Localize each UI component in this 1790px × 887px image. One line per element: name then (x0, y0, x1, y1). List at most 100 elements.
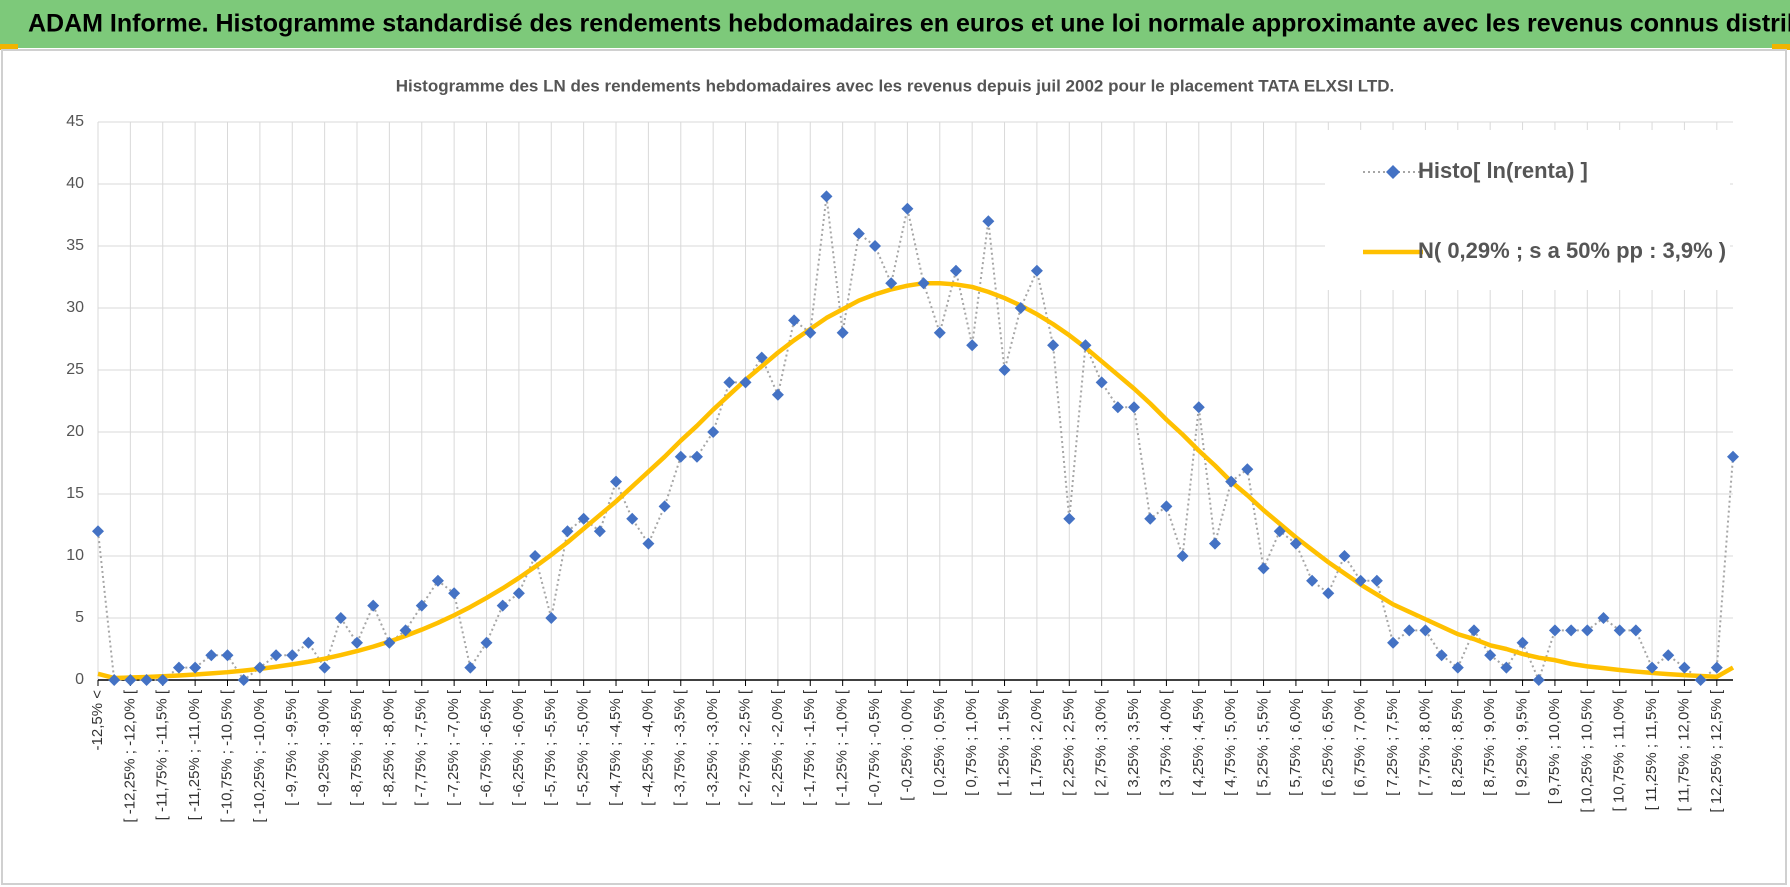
marker (1111, 401, 1124, 414)
x-tick-label: [ 2,75% ; 3,0% [ (1093, 689, 1110, 796)
x-tick-label: [ 0,25% ; 0,5% [ (931, 689, 948, 796)
marker (852, 227, 865, 240)
x-tick-label: [ -11,25% ; -11,0% [ (186, 689, 203, 820)
marker (966, 339, 979, 352)
y-tick-label: 25 (66, 361, 84, 378)
x-tick-label: [ 12,25% ; 12,5% [ (1708, 689, 1725, 812)
marker (464, 661, 477, 674)
marker (593, 525, 606, 538)
x-tick-label: [ 4,75% ; 5,0% [ (1222, 689, 1239, 796)
x-tick-label: [ 10,75% ; 11,0% [ (1611, 689, 1628, 811)
y-tick-label: 45 (66, 113, 84, 130)
marker (270, 649, 283, 662)
marker (885, 277, 898, 290)
x-tick-label: [ 0,75% ; 1,0% [ (963, 689, 980, 796)
marker (1678, 661, 1691, 674)
marker (949, 264, 962, 277)
x-tick-label: [ 1,25% ; 1,5% [ (996, 689, 1013, 796)
marker (334, 612, 347, 624)
marker (512, 587, 525, 600)
x-tick-label: [ -2,75% ; -2,5% [ (736, 689, 753, 806)
marker (1484, 649, 1497, 662)
x-tick-label: [ 5,75% ; 6,0% [ (1287, 689, 1304, 796)
y-tick-label: 0 (75, 671, 84, 688)
marker (286, 649, 299, 662)
marker (1063, 512, 1076, 525)
x-tick-label: [ -4,25% ; -4,0% [ (639, 689, 656, 806)
x-tick-label: [ 3,25% ; 3,5% [ (1125, 689, 1142, 796)
x-tick-label: [ 11,25% ; 11,5% [ (1643, 689, 1660, 810)
y-tick-label: 35 (66, 237, 84, 254)
marker (1387, 636, 1400, 649)
x-tick-label: [ 9,75% ; 10,0% [ (1546, 689, 1563, 804)
x-tick-label: [ -8,75% ; -8,5% [ (348, 689, 365, 806)
marker (610, 475, 623, 488)
marker (1662, 649, 1675, 662)
marker (674, 450, 687, 463)
chart-frame (1, 49, 1787, 885)
marker (1079, 339, 1092, 352)
legend-label: N( 0,29% ; s a 50% pp : 3,9% ) (1418, 238, 1726, 263)
marker (771, 388, 784, 401)
marker (1694, 674, 1707, 686)
marker (318, 661, 331, 674)
x-tick-label: [ -1,75% ; -1,5% [ (801, 689, 818, 806)
legend-marker (1386, 165, 1400, 179)
marker (415, 599, 428, 612)
marker (723, 376, 736, 389)
marker (1322, 587, 1335, 600)
corner (0, 44, 18, 50)
marker (108, 674, 121, 686)
marker (658, 500, 671, 513)
marker (577, 512, 590, 525)
y-tick-label: 30 (66, 299, 84, 316)
marker (1047, 339, 1060, 352)
x-tick-label: [ 3,75% ; 4,0% [ (1157, 689, 1174, 796)
marker (399, 624, 412, 637)
series-line (97, 280, 1735, 681)
marker (1581, 624, 1594, 637)
marker (351, 636, 364, 649)
marker (448, 587, 461, 600)
marker (1516, 636, 1529, 649)
marker (869, 240, 882, 252)
marker (1419, 624, 1432, 637)
x-tick-label: [ 2,25% ; 2,5% [ (1060, 689, 1077, 796)
marker (1273, 525, 1286, 538)
marker (237, 674, 250, 686)
marker (496, 599, 509, 612)
x-tick-label: [ 4,25% ; 4,5% [ (1190, 689, 1207, 796)
marker (221, 649, 234, 662)
x-tick-label: [ -4,75% ; -4,5% [ (607, 689, 624, 806)
marker (1629, 624, 1642, 637)
marker (140, 674, 153, 686)
x-tick-label: [ -11,75% ; -11,5% [ (154, 689, 171, 820)
marker (901, 202, 914, 215)
x-tick-label: [ -10,75% ; -10,5% [ (218, 689, 235, 822)
marker (755, 351, 768, 364)
marker (367, 599, 380, 612)
marker (1208, 537, 1221, 550)
marker (642, 537, 655, 550)
marker (1727, 450, 1739, 463)
x-tick-label: [ 7,25% ; 7,5% [ (1384, 689, 1401, 796)
marker (302, 636, 315, 649)
marker (917, 277, 930, 290)
marker (561, 525, 574, 538)
marker (92, 525, 104, 538)
marker (998, 364, 1011, 376)
marker (529, 550, 542, 562)
x-tick-label: [ -9,25% ; -9,0% [ (316, 689, 333, 806)
x-tick-label: [ 7,75% ; 8,0% [ (1416, 689, 1433, 796)
marker (1144, 512, 1157, 525)
x-tick-label: [ 8,75% ; 9,0% [ (1481, 689, 1498, 796)
marker (1597, 612, 1610, 624)
x-tick-label: [ 9,25% ; 9,5% [ (1514, 689, 1531, 796)
marker (739, 376, 752, 389)
marker (1435, 649, 1448, 662)
marker (1370, 574, 1383, 587)
marker (690, 450, 703, 463)
y-tick-label: 15 (66, 485, 84, 502)
